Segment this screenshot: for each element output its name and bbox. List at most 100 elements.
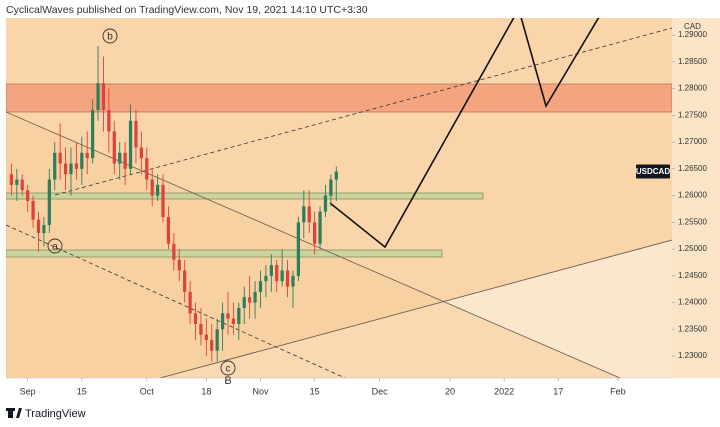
- candle-body: [193, 313, 198, 324]
- x-tick-label: 2022: [494, 386, 514, 396]
- candle-body: [166, 216, 171, 244]
- candle-body: [63, 163, 68, 175]
- wave-label: a: [52, 242, 58, 253]
- candle-body: [155, 184, 160, 196]
- candle-body: [248, 297, 252, 303]
- candles: [9, 45, 338, 362]
- y-tick-label: 1.29000: [678, 30, 707, 39]
- y-tick-label: 1.26000: [678, 191, 707, 200]
- y-tick-label: 1.23500: [678, 324, 707, 333]
- projection-path: [329, 18, 515, 249]
- x-tick-label: Dec: [372, 386, 389, 396]
- x-tick-label: Nov: [252, 386, 269, 396]
- candle-body: [231, 318, 236, 324]
- candle-body: [323, 195, 328, 212]
- logo: [6, 408, 22, 418]
- x-tick-label: 15: [77, 386, 87, 396]
- candle-body: [275, 265, 279, 282]
- candle-body: [183, 270, 187, 292]
- candle-body: [237, 307, 241, 324]
- x-tick-label: 17: [553, 386, 563, 396]
- y-tick-label: 1.26500: [678, 164, 707, 173]
- candle-body: [118, 152, 122, 164]
- x-tick-label: 20: [445, 386, 455, 396]
- candle-body: [134, 120, 138, 148]
- header: CyclicalWaves published on TradingView.c…: [6, 4, 368, 16]
- candle-body: [128, 120, 133, 169]
- candle-body: [112, 131, 116, 164]
- candle-body: [188, 291, 192, 314]
- candle-body: [58, 152, 62, 164]
- projection-path: [520, 18, 600, 109]
- candle-body: [307, 206, 311, 223]
- y-tick-label: 1.28000: [678, 84, 707, 93]
- candle-body: [215, 329, 219, 351]
- candle-body: [47, 179, 51, 226]
- candle-body: [280, 270, 284, 282]
- candle-body: [253, 291, 257, 303]
- candle-body: [36, 219, 41, 234]
- candle-body: [296, 222, 301, 276]
- last-price-marker: [636, 164, 670, 179]
- candle-body: [285, 270, 290, 287]
- candle-body: [150, 179, 154, 196]
- candle-body: [123, 152, 127, 169]
- trend-line: [159, 239, 672, 378]
- candle-body: [242, 297, 246, 308]
- candle-body: [318, 211, 322, 244]
- candle-body: [210, 340, 214, 351]
- price-axis-background: [672, 18, 720, 378]
- support-zone: [6, 192, 484, 200]
- candle-body: [226, 313, 230, 319]
- trend-line: [6, 111, 621, 378]
- x-tick-label: 18: [201, 386, 211, 396]
- candle-body: [15, 179, 19, 185]
- candle-body: [264, 275, 268, 282]
- x-tick-label: Sep: [20, 386, 36, 396]
- y-tick-label: 1.25500: [678, 217, 707, 226]
- wave-label: B: [224, 375, 231, 387]
- candle-body: [334, 171, 338, 180]
- footer-brand: TradingView: [25, 408, 86, 420]
- x-tick-label: Oct: [140, 386, 155, 396]
- y-tick-label: 1.24000: [678, 298, 707, 307]
- candle-body: [96, 83, 100, 111]
- candle-body: [42, 225, 46, 234]
- x-tick-label: Feb: [610, 386, 626, 396]
- series-name: USDCAD: [636, 167, 670, 176]
- candle-body: [258, 281, 263, 292]
- wave-marker: [220, 360, 236, 376]
- candle-body: [161, 184, 165, 217]
- candle-body: [145, 158, 149, 180]
- candle-body: [291, 275, 295, 287]
- candle-body: [220, 313, 225, 330]
- candle-body: [172, 243, 176, 260]
- candle-body: [26, 190, 30, 201]
- candle-body: [85, 152, 89, 159]
- candle-body: [91, 110, 95, 159]
- wave-label: c: [226, 364, 231, 375]
- trend-line: [6, 224, 346, 378]
- plot-area: [6, 18, 672, 378]
- candle-body: [269, 265, 273, 276]
- candle-body: [107, 110, 111, 132]
- wave-label: b: [107, 32, 113, 43]
- candle-body: [177, 259, 181, 271]
- candle-body: [74, 163, 79, 169]
- candle-body: [53, 152, 57, 180]
- candle-body: [313, 222, 317, 244]
- candle-body: [329, 179, 333, 196]
- candle-body: [139, 147, 143, 159]
- candle-body: [199, 323, 203, 335]
- y-tick-label: 1.24500: [678, 271, 707, 280]
- resistance-zone: [6, 83, 672, 113]
- y-tick-label: 1.27000: [678, 137, 707, 146]
- x-tick-label: 15: [310, 386, 320, 396]
- candle-body: [69, 163, 73, 175]
- candle-body: [204, 334, 208, 341]
- y-tick-label: 1.23000: [678, 351, 707, 360]
- y-tick-label: 1.25000: [678, 244, 707, 253]
- candle-body: [101, 83, 106, 111]
- candle-body: [20, 179, 24, 191]
